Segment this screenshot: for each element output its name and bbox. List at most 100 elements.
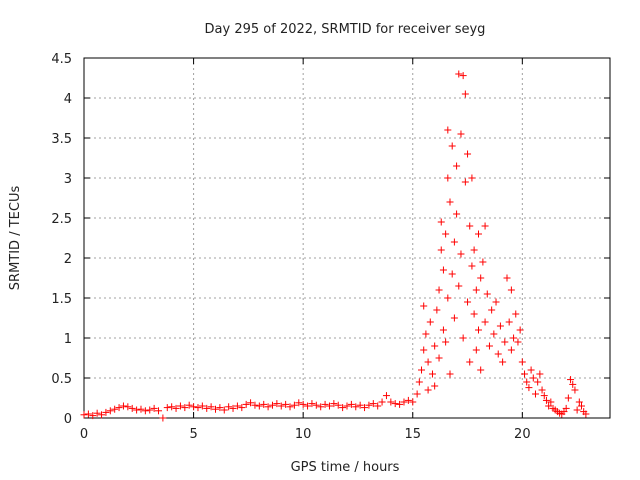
x-axis-label: GPS time / hours <box>291 460 400 475</box>
data-point <box>365 401 373 409</box>
data-point <box>477 274 485 282</box>
data-point <box>477 366 485 374</box>
y-tick-label: 4 <box>64 92 72 107</box>
data-point <box>472 346 480 354</box>
data-point <box>428 370 436 378</box>
data-point <box>529 374 537 382</box>
data-point <box>317 403 325 411</box>
data-point <box>444 294 452 302</box>
data-point <box>525 384 533 392</box>
data-point <box>435 354 443 362</box>
data-point <box>325 402 333 410</box>
data-point <box>466 222 474 230</box>
data-point <box>437 218 445 226</box>
data-point <box>159 414 167 422</box>
data-point <box>573 406 581 414</box>
data-point <box>505 318 513 326</box>
y-axis-label: SRMTID / TECUs <box>8 186 23 291</box>
data-point <box>464 150 472 158</box>
data-point <box>479 258 487 266</box>
data-point <box>542 396 550 404</box>
data-point <box>468 262 476 270</box>
data-point <box>361 404 369 412</box>
data-point <box>536 370 544 378</box>
data-point <box>459 72 467 80</box>
x-tick-label: 15 <box>404 427 421 442</box>
data-point <box>459 334 467 342</box>
data-point <box>396 400 404 408</box>
data-point <box>507 346 515 354</box>
x-tick-label: 0 <box>80 427 88 442</box>
data-point <box>400 398 408 406</box>
data-point <box>475 326 482 334</box>
data-point <box>413 390 421 398</box>
data-point <box>415 378 423 386</box>
data-point <box>111 405 119 413</box>
data-point <box>531 390 539 398</box>
data-point <box>277 402 285 410</box>
data-point <box>343 402 351 410</box>
data-point <box>446 370 454 378</box>
data-point <box>260 400 268 408</box>
data-point <box>268 401 276 409</box>
data-point <box>457 130 465 138</box>
data-point <box>290 401 298 409</box>
data-point <box>450 314 458 322</box>
data-point <box>304 402 312 410</box>
data-point <box>527 366 535 374</box>
data-point <box>119 402 127 410</box>
data-point <box>446 198 454 206</box>
data-point <box>507 286 515 294</box>
data-point <box>369 400 377 408</box>
data-point <box>352 403 360 411</box>
data-point <box>444 126 452 134</box>
data-point <box>499 358 507 366</box>
y-tick-label: 3.5 <box>51 132 72 147</box>
data-point <box>547 398 555 406</box>
data-point <box>490 330 498 338</box>
data-point <box>569 380 577 388</box>
data-point <box>492 298 500 306</box>
data-point <box>295 399 303 407</box>
data-point <box>481 318 489 326</box>
y-tick-label: 0 <box>64 412 72 427</box>
data-point <box>233 402 241 410</box>
data-point <box>80 411 88 419</box>
data-point <box>424 358 432 366</box>
data-point <box>475 230 482 238</box>
data-point <box>450 238 458 246</box>
data-point <box>540 392 548 400</box>
data-point <box>137 405 145 413</box>
data-point <box>176 402 184 410</box>
data-point <box>190 403 198 411</box>
x-tick-label: 5 <box>189 427 197 442</box>
y-tick-label: 2.5 <box>51 212 72 227</box>
data-point <box>198 402 206 410</box>
data-point <box>106 407 114 415</box>
data-point <box>461 90 469 98</box>
data-point <box>273 400 281 408</box>
data-point <box>172 404 180 412</box>
y-tick-labels: 0 0.5 1 1.5 2 2.5 3 3.5 4 4.5 <box>51 52 72 427</box>
data-point <box>286 403 294 411</box>
data-point <box>251 401 259 409</box>
data-point <box>404 396 412 404</box>
data-point <box>185 401 193 409</box>
data-point <box>374 402 382 410</box>
data-point <box>330 400 338 408</box>
data-point <box>453 162 461 170</box>
data-point <box>115 404 123 412</box>
data-point <box>420 302 428 310</box>
data-point <box>431 342 439 350</box>
data-point <box>382 392 390 400</box>
data-point <box>424 386 432 394</box>
data-point <box>229 404 237 412</box>
data-point <box>472 286 480 294</box>
data-point <box>494 350 502 358</box>
x-tick-labels: 0 5 10 15 20 <box>80 427 531 442</box>
data-point <box>308 400 316 408</box>
data-point <box>439 266 447 274</box>
data-point <box>437 246 445 254</box>
data-point <box>578 402 586 410</box>
data-point <box>564 394 572 402</box>
